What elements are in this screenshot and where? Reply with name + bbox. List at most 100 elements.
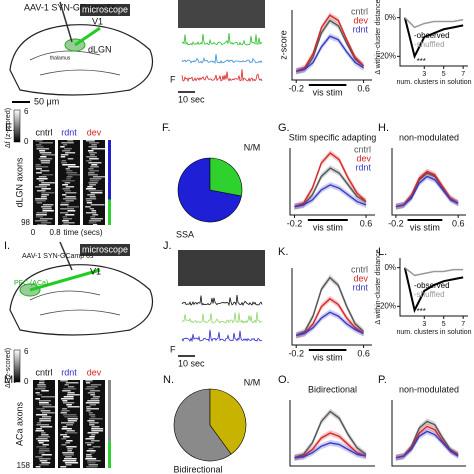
heatmap-row — [86, 466, 98, 468]
heatmap-row — [35, 430, 44, 432]
heatmap-row — [36, 424, 50, 426]
heatmap-row — [64, 432, 78, 434]
heatmap-row — [67, 140, 74, 142]
heatmap-row — [87, 432, 99, 434]
heatmap-row — [37, 384, 46, 386]
heatmap-row — [35, 198, 48, 200]
heatmap-row — [65, 442, 71, 444]
x-tick-label: 0 — [31, 228, 36, 237]
heatmap-row — [65, 152, 76, 154]
heatmap-row — [88, 222, 97, 224]
heatmap-row — [67, 166, 80, 168]
heatmap-row — [85, 198, 97, 200]
heatmap-row — [39, 404, 52, 406]
line — [403, 267, 464, 314]
thalamus-label: thalamus — [50, 55, 71, 61]
heatmap-row — [63, 414, 77, 416]
x-label: time (secs) — [63, 228, 102, 237]
y-label: z-score — [278, 30, 288, 60]
heatmap-row — [60, 398, 74, 400]
panel-letter: K. — [278, 246, 288, 258]
heatmap-row — [89, 390, 101, 392]
heatmap-row — [86, 410, 91, 412]
legend-label: cntrl — [351, 264, 368, 274]
colorbar-label: Δf (z-scored) — [5, 348, 12, 388]
side-bar — [108, 199, 111, 225]
heatmap-row — [89, 418, 103, 420]
heatmap-row — [36, 446, 47, 448]
heatmap-row — [37, 440, 50, 442]
x-tick-label: -0.2 — [288, 348, 304, 358]
line — [395, 170, 459, 208]
x-tick-label: 0.6 — [357, 83, 370, 93]
time-label: 10 sec — [178, 94, 205, 104]
panel-title: Stim specific adapting — [289, 132, 377, 142]
heatmap-row — [91, 434, 96, 436]
heatmap-row — [60, 434, 68, 436]
heatmap-row — [65, 196, 76, 198]
heatmap-row — [61, 428, 72, 430]
heatmap-row — [36, 408, 45, 410]
heatmap-row — [62, 198, 77, 200]
trace — [181, 69, 263, 83]
heatmap-row — [62, 164, 76, 166]
column-label: rdnt — [61, 367, 77, 377]
heatmap-row — [87, 460, 101, 462]
line — [296, 311, 364, 337]
heatmap-row — [65, 456, 72, 458]
f-label: F — [170, 74, 176, 84]
heatmap-row — [60, 202, 70, 204]
heatmap-row — [62, 194, 67, 196]
heatmap-row — [42, 210, 54, 212]
legend-label: -observed — [414, 281, 450, 290]
heatmap-row — [86, 386, 98, 388]
heatmap-row — [61, 150, 71, 152]
y-label: ACa axons — [14, 401, 24, 446]
heatmap-row — [61, 410, 70, 412]
heatmap-row — [66, 404, 72, 406]
line — [395, 430, 459, 459]
axis — [289, 400, 375, 467]
heatmap-row — [36, 190, 46, 192]
heatmap-row — [86, 202, 93, 204]
heatmap-row — [91, 164, 98, 166]
heatmap-row — [38, 176, 47, 178]
heatmap-row — [66, 394, 80, 396]
colorbar-tick: 6 — [24, 347, 29, 356]
heatmap-row — [91, 428, 104, 430]
heatmap-row — [90, 416, 96, 418]
heatmap-row — [65, 382, 79, 384]
heatmap-row — [40, 156, 47, 158]
heatmap-row — [91, 148, 106, 150]
heatmap-row — [86, 450, 96, 452]
heatmap-row — [67, 158, 74, 160]
heatmap-row — [64, 148, 72, 150]
heatmap-row — [60, 208, 75, 210]
x-tick-label: 7 — [461, 71, 465, 78]
legend-label: cntrl — [351, 6, 368, 16]
column-label: dev — [87, 367, 102, 377]
error-band — [294, 439, 367, 461]
heatmap-row — [41, 192, 55, 194]
heatmap-row — [38, 382, 45, 384]
heatmap-row — [91, 426, 100, 428]
heatmap-row — [61, 224, 70, 226]
legend-label: -shuffled — [414, 40, 445, 49]
heatmap-row — [62, 426, 68, 428]
heatmap-row — [38, 464, 49, 466]
heatmap-row — [85, 188, 96, 190]
heatmap-row — [41, 182, 55, 184]
x-tick-label: 3 — [422, 71, 426, 78]
brain-a — [9, 1, 154, 96]
microscope-label: microscope — [82, 4, 128, 14]
panel-title: non-modulated — [399, 132, 459, 142]
heatmap-row — [89, 404, 96, 406]
legend-label: dev — [353, 273, 368, 283]
pie-label: N/M — [244, 377, 261, 387]
side-bar — [108, 380, 111, 442]
heatmap-row — [66, 178, 71, 180]
heatmap-row — [62, 188, 70, 190]
y-tick-label: 158 — [17, 461, 31, 470]
heatmap-row — [41, 432, 46, 434]
heatmap-row — [92, 224, 98, 226]
